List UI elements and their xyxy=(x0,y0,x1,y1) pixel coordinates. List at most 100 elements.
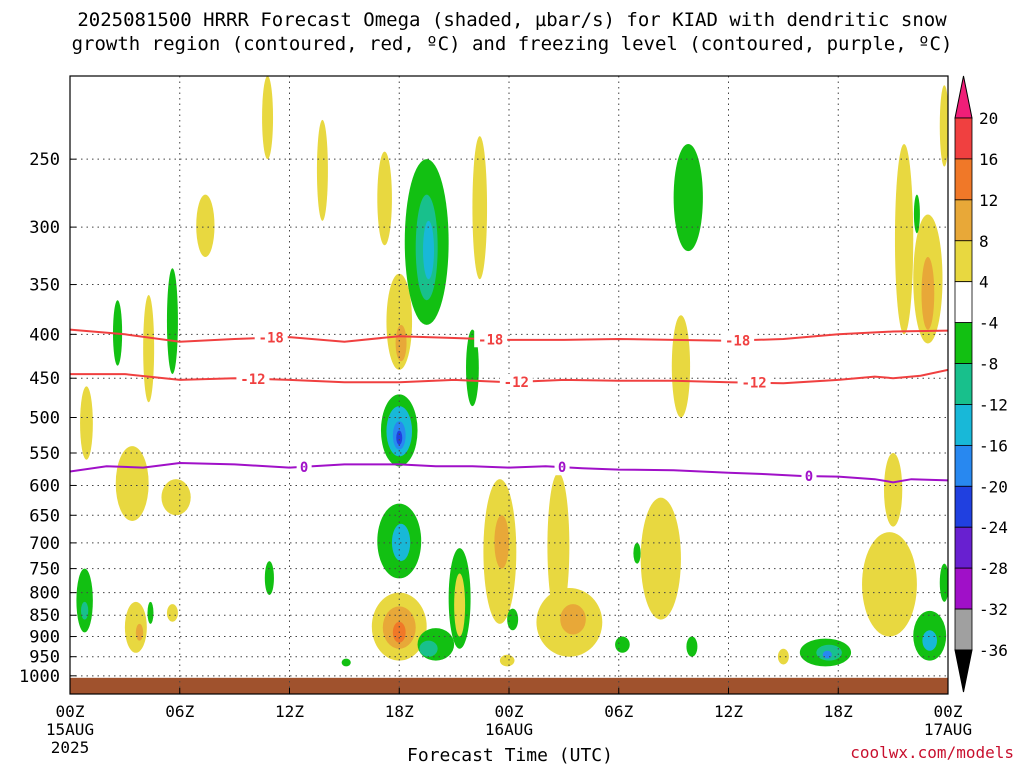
x-tick-label: 12Z xyxy=(714,702,743,721)
colorbar-box xyxy=(954,158,973,201)
colorbar-label: -8 xyxy=(979,355,998,374)
contour-label: -12 xyxy=(240,372,265,388)
y-tick-label: 350 xyxy=(29,276,60,296)
y-tick-label: 550 xyxy=(29,444,60,464)
x-tick-label: 06Z xyxy=(165,702,194,721)
contour-label-bg xyxy=(554,459,570,476)
omega-cell xyxy=(196,194,215,257)
omega-cell xyxy=(262,76,274,160)
contour-label-bg xyxy=(254,329,288,346)
y-tick-label: 300 xyxy=(29,218,60,238)
omega-cell xyxy=(883,453,903,527)
colorbar-label: -4 xyxy=(979,314,998,333)
contour-label: -18 xyxy=(259,331,284,347)
omega-cell xyxy=(143,295,155,403)
y-axis-ticks: 2503003504004505005506006507007508008509… xyxy=(19,150,76,687)
omega-cell xyxy=(615,636,630,653)
omega-cell xyxy=(673,143,703,252)
y-tick-label: 650 xyxy=(29,506,60,526)
colorbar-box xyxy=(954,199,973,242)
colorbar-bottom-arrow xyxy=(954,649,973,693)
x-tick-date: 17AUG xyxy=(924,720,972,739)
omega-cell xyxy=(419,640,438,657)
colorbar-box xyxy=(954,404,973,446)
colorbar-box xyxy=(954,240,973,283)
colorbar-label: 12 xyxy=(979,191,998,210)
credit-link[interactable]: coolwx.com/models xyxy=(850,743,1014,762)
y-tick-label: 500 xyxy=(29,408,60,428)
contour-label: -18 xyxy=(725,333,750,349)
omega-cell xyxy=(499,654,515,667)
omega-cell xyxy=(147,601,154,624)
x-tick-label: 12Z xyxy=(275,702,304,721)
x-tick-label: 00Z xyxy=(495,702,524,721)
colorbar-label: -36 xyxy=(979,641,1008,660)
colorbar-box xyxy=(954,608,973,651)
omega-cell xyxy=(640,497,681,620)
x-tick-label: 18Z xyxy=(824,702,853,721)
colorbar-label: -28 xyxy=(979,559,1008,578)
x-tick-date: 16AUG xyxy=(485,720,533,739)
omega-cell xyxy=(135,623,144,641)
omega-cell xyxy=(166,604,178,622)
omega-cell xyxy=(115,446,149,521)
colorbar-box xyxy=(954,281,973,324)
colorbar-label: 8 xyxy=(979,232,989,251)
omega-cell xyxy=(124,601,147,653)
contour-label: 0 xyxy=(558,460,566,476)
colorbar-label: -16 xyxy=(979,436,1008,455)
contour-label-bg xyxy=(499,374,533,391)
contour-line xyxy=(70,368,948,385)
omega-cell xyxy=(671,315,691,418)
colorbar-label: -32 xyxy=(979,600,1008,619)
omega-cell xyxy=(560,604,586,635)
contour-line xyxy=(70,328,948,343)
colorbar-box xyxy=(954,444,973,487)
colorbar-label: 16 xyxy=(979,150,998,169)
colorbar-box xyxy=(954,117,973,160)
x-tick-label: 18Z xyxy=(385,702,414,721)
colorbar-label: -12 xyxy=(979,395,1008,414)
y-tick-label: 450 xyxy=(29,369,60,389)
omega-shading xyxy=(76,76,948,667)
colorbar: 20 16 12 8 4 -4 -8 -12 -16 -20 -24 -28 -32 -36 xyxy=(954,75,1008,693)
omega-cell xyxy=(80,601,89,620)
y-tick-label: 800 xyxy=(29,584,60,604)
omega-cell xyxy=(166,268,178,375)
x-tick-label: 00Z xyxy=(934,702,963,721)
y-tick-label: 750 xyxy=(29,560,60,580)
omega-cell xyxy=(341,658,351,667)
x-tick-label: 00Z xyxy=(56,702,85,721)
y-tick-label: 400 xyxy=(29,325,60,345)
colorbar-label: 4 xyxy=(979,273,989,292)
omega-cell xyxy=(396,430,403,445)
chart-title: 2025081500 HRRR Forecast Omega (shaded, … xyxy=(0,8,1024,56)
x-tick-label: 06Z xyxy=(604,702,633,721)
omega-cell xyxy=(822,650,832,659)
y-tick-label: 1000 xyxy=(19,667,60,687)
contour-label: 0 xyxy=(300,460,308,476)
contour-label: -12 xyxy=(741,376,766,392)
omega-cell xyxy=(921,256,935,330)
omega-cell xyxy=(777,648,789,665)
colorbar-box xyxy=(954,485,973,528)
contour-label: -18 xyxy=(478,332,503,348)
colorbar-label: 20 xyxy=(979,109,998,128)
contour-layer: -18 -18 -18 -12 -12 -12 0 0 0 xyxy=(70,328,948,485)
contour-label-bg xyxy=(296,458,312,475)
omega-cell xyxy=(686,636,698,657)
contour-label: 0 xyxy=(805,469,813,485)
contour-line xyxy=(70,461,948,484)
omega-cell xyxy=(395,324,407,362)
contour-label-bg xyxy=(721,332,755,349)
omega-cell xyxy=(894,143,914,335)
x-tick-year: 2025 xyxy=(51,738,90,757)
title-line-1: 2025081500 HRRR Forecast Omega (shaded, … xyxy=(77,9,947,31)
omega-cell xyxy=(316,119,328,221)
omega-cell xyxy=(377,151,392,246)
colorbar-label: -20 xyxy=(979,477,1008,496)
title-line-2: growth region (contoured, red, ºC) and f… xyxy=(71,33,953,55)
colorbar-box xyxy=(954,322,973,364)
contour-label-bg xyxy=(737,374,771,391)
